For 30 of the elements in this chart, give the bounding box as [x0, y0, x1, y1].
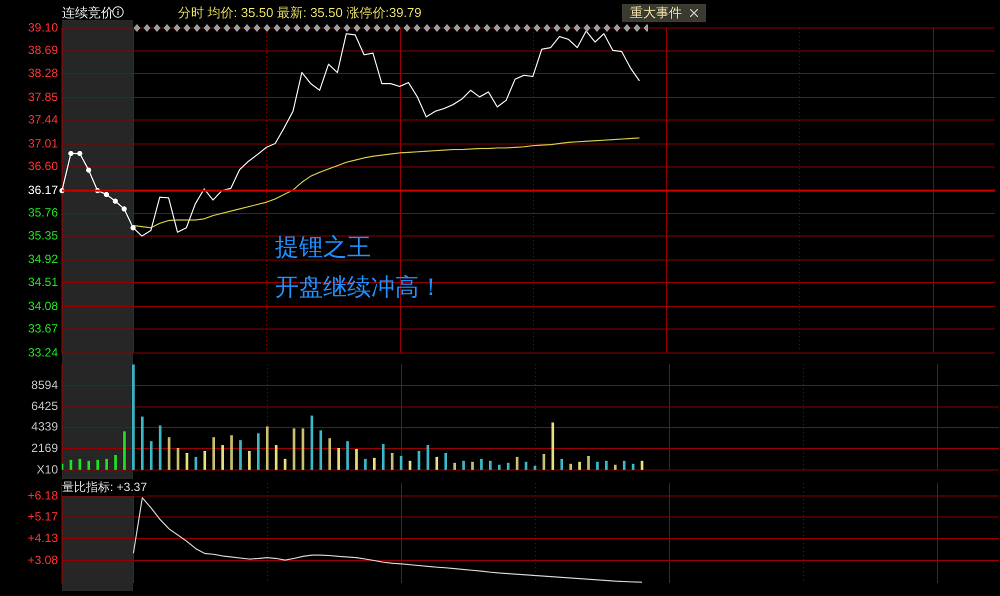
annotation: 提锂之王: [275, 233, 371, 263]
y-tick-label: 37.85: [28, 90, 58, 104]
y-tick-label: 34.92: [28, 252, 58, 266]
y-tick-label: 6425: [31, 399, 58, 414]
y-tick-label: 37.44: [28, 112, 58, 127]
annotation: 开盘继续冲高！: [275, 273, 443, 303]
y-tick-label: X10: [36, 462, 58, 476]
y-tick-label: 38.28: [28, 66, 58, 80]
chart-title: 量比指标: +3.37: [62, 479, 148, 496]
y-tick-label: 38.69: [28, 43, 58, 58]
y-tick-label: 36.60: [28, 159, 58, 174]
y-tick-label: 34.51: [28, 274, 58, 289]
y-tick-label: +6.18: [28, 488, 58, 502]
y-tick-label: +3.08: [28, 552, 58, 567]
text: 重大事件: [622, 4, 706, 22]
chart-title: 连续竞价: [62, 4, 114, 22]
y-tick-label: 34.08: [28, 298, 58, 313]
y-tick-label: +4.13: [28, 531, 58, 546]
y-tick-label: 8594: [31, 378, 58, 392]
y-tick-label: 39.10: [28, 20, 58, 35]
y-tick-label: 36.17: [28, 182, 58, 197]
y-tick-label: 35.35: [28, 228, 58, 242]
y-tick-label: +5.17: [28, 509, 58, 524]
y-tick-label: 33.67: [28, 321, 58, 336]
y-tick-label: 37.01: [28, 136, 58, 150]
y-tick-label: 2169: [31, 440, 58, 455]
y-tick-label: 33.24: [28, 345, 58, 360]
y-tick-label: 4339: [31, 420, 58, 434]
chart-subtitle: 分时 均价: 35.50 最新: 35.50 涨停价:39.79: [178, 4, 422, 22]
y-tick-label: 35.76: [28, 206, 58, 220]
